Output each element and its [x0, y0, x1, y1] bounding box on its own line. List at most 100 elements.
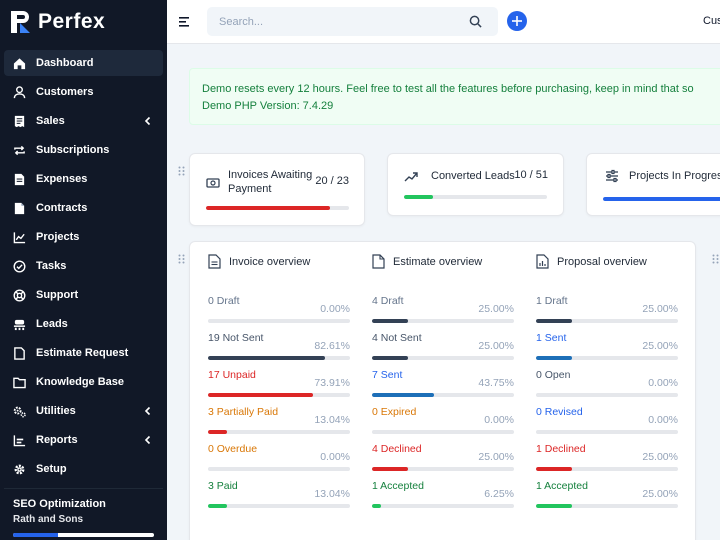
drag-handle-icon[interactable] — [178, 254, 185, 264]
chart-icon — [13, 231, 26, 243]
overview-row[interactable]: 3 Partially Paid 13.04% — [208, 406, 350, 436]
sidebar-item-setup[interactable]: Setup — [4, 456, 163, 482]
overview-row-track — [372, 504, 514, 508]
overview-row[interactable]: 17 Unpaid 73.91% — [208, 369, 350, 399]
stat-progress-fill — [603, 197, 720, 201]
stat-progress-track — [404, 195, 547, 199]
sidebar-item-estimate-request[interactable]: Estimate Request — [4, 340, 163, 366]
sidebar-item-dashboard[interactable]: Dashboard — [4, 50, 163, 76]
bar-chart-icon — [13, 434, 26, 446]
check-circle-icon — [13, 260, 26, 272]
overview-row-fill — [536, 356, 572, 360]
overview-row-label[interactable]: 17 Unpaid — [208, 369, 256, 381]
overview-row[interactable]: 7 Sent 43.75% — [372, 369, 514, 399]
overview-row-label[interactable]: 7 Sent — [372, 369, 403, 381]
chevron-left-icon[interactable] — [143, 406, 153, 416]
overview-row-label[interactable]: 0 Expired — [372, 406, 417, 418]
overview-row-track — [536, 467, 678, 471]
invoice-doc-icon — [208, 254, 221, 269]
logo[interactable]: Perfex — [0, 0, 167, 44]
overview-row-percent: 43.75% — [478, 377, 514, 389]
sidebar-item-reports[interactable]: Reports — [4, 427, 163, 453]
sidebar-item-knowledge-base[interactable]: Knowledge Base — [4, 369, 163, 395]
sidebar-item-projects[interactable]: Projects — [4, 224, 163, 250]
sidebar-item-sales[interactable]: Sales — [4, 108, 163, 134]
sidebar-item-label: Setup — [36, 463, 67, 475]
overview-row[interactable]: 1 Accepted 25.00% — [536, 480, 678, 510]
overview-row[interactable]: 1 Draft 25.00% — [536, 295, 678, 325]
overview-row-label[interactable]: 4 Not Sent — [372, 332, 422, 344]
sidebar-item-label: Leads — [36, 318, 68, 330]
sidebar-item-tasks[interactable]: Tasks — [4, 253, 163, 279]
invoice-overview: Invoice overview 0 Draft 0.00% 19 Not Sent… — [208, 242, 350, 540]
overview-row-fill — [536, 467, 572, 471]
overview-row-label[interactable]: 1 Accepted — [372, 480, 424, 492]
overview-row-label[interactable]: 4 Declined — [372, 443, 422, 455]
overview-row-label[interactable]: 3 Partially Paid — [208, 406, 279, 418]
drag-handle-icon[interactable] — [712, 254, 719, 264]
overview-row[interactable]: 1 Sent 25.00% — [536, 332, 678, 362]
overview-row-label[interactable]: 1 Draft — [536, 295, 568, 307]
menu-toggle-icon[interactable] — [179, 16, 191, 28]
overview-row-track — [372, 356, 514, 360]
overview-row-track — [208, 393, 350, 397]
sidebar-item-expenses[interactable]: Expenses — [4, 166, 163, 192]
sidebar-item-subscriptions[interactable]: Subscriptions — [4, 137, 163, 163]
sidebar-item-utilities[interactable]: Utilities — [4, 398, 163, 424]
overview-row-fill — [536, 504, 572, 508]
overview-row[interactable]: 0 Expired 0.00% — [372, 406, 514, 436]
home-icon — [13, 57, 26, 69]
overview-row[interactable]: 1 Accepted 6.25% — [372, 480, 514, 510]
sidebar-item-label: Contracts — [36, 202, 88, 214]
finance-overview-card: Invoice overview 0 Draft 0.00% 19 Not Sent… — [189, 241, 696, 540]
overview-row-label[interactable]: 1 Sent — [536, 332, 567, 344]
overview-row[interactable]: 4 Draft 25.00% — [372, 295, 514, 325]
file-icon — [14, 202, 25, 214]
trending-up-icon — [404, 172, 418, 182]
overview-row[interactable]: 0 Overdue 0.00% — [208, 443, 350, 473]
overview-row[interactable]: 1 Declined 25.00% — [536, 443, 678, 473]
overview-row-label[interactable]: 1 Declined — [536, 443, 586, 455]
overview-row-percent: 0.00% — [484, 414, 514, 426]
proposal-overview: Proposal overview 1 Draft 25.00% 1 Sent 25.… — [536, 242, 678, 540]
overview-row[interactable]: 0 Revised 0.00% — [536, 406, 678, 436]
document-icon — [14, 346, 25, 360]
overview-row-label[interactable]: 3 Paid — [208, 480, 238, 492]
sidebar-item-leads[interactable]: Leads — [4, 311, 163, 337]
quick-create-button[interactable] — [507, 11, 527, 31]
search-icon[interactable] — [469, 15, 482, 28]
overview-row-label[interactable]: 4 Draft — [372, 295, 404, 307]
chevron-left-icon[interactable] — [143, 435, 153, 445]
sidebar-item-contracts[interactable]: Contracts — [4, 195, 163, 221]
overview-row[interactable]: 0 Draft 0.00% — [208, 295, 350, 325]
drag-handle-icon[interactable] — [178, 166, 185, 176]
stat-value: 10 / 51 — [514, 169, 548, 181]
sidebar-item-customers[interactable]: Customers — [4, 79, 163, 105]
overview-row-label[interactable]: 19 Not Sent — [208, 332, 264, 344]
overview-row-track — [372, 319, 514, 323]
lifebuoy-icon — [13, 289, 26, 301]
overview-row-label[interactable]: 0 Revised — [536, 406, 583, 418]
stat-card-invoices-awaiting[interactable]: Invoices Awaiting Payment 20 / 23 — [189, 153, 365, 226]
overview-row[interactable]: 4 Declined 25.00% — [372, 443, 514, 473]
overview-row-label[interactable]: 0 Open — [536, 369, 571, 381]
sidebar-item-support[interactable]: Support — [4, 282, 163, 308]
chevron-left-icon[interactable] — [143, 116, 153, 126]
overview-row-track — [208, 356, 350, 360]
overview-row-label[interactable]: 0 Draft — [208, 295, 240, 307]
sidebar-project-widget[interactable]: SEO Optimization Rath and Sons — [4, 488, 163, 537]
overview-row-percent: 13.04% — [314, 488, 350, 500]
overview-row[interactable]: 3 Paid 13.04% — [208, 480, 350, 510]
topbar-customers-link[interactable]: Cus — [703, 15, 720, 27]
overview-row[interactable]: 4 Not Sent 25.00% — [372, 332, 514, 362]
overview-row-percent: 0.00% — [320, 303, 350, 315]
sidebar-nav: Dashboard Customers Sales Subscriptions Expe… — [0, 44, 167, 482]
overview-row[interactable]: 19 Not Sent 82.61% — [208, 332, 350, 362]
overview-row-label[interactable]: 0 Overdue — [208, 443, 258, 455]
overview-row[interactable]: 0 Open 0.00% — [536, 369, 678, 399]
sidebar-item-label: Subscriptions — [36, 144, 110, 156]
stat-card-converted-leads[interactable]: Converted Leads 10 / 51 — [387, 153, 564, 216]
stat-card-projects-in-progress[interactable]: Projects In Progress — [586, 153, 720, 216]
overview-row-label[interactable]: 1 Accepted — [536, 480, 588, 492]
search-input[interactable] — [207, 7, 447, 36]
